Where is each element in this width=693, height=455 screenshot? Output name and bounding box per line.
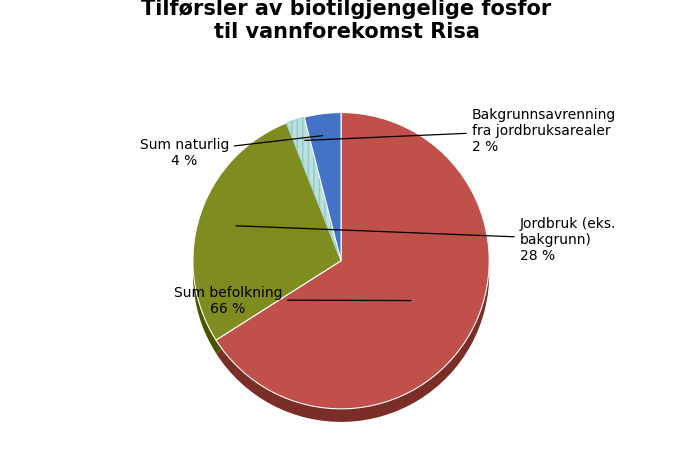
- Title: Tilførsler av biotilgjengelige fosfor
til vannforekomst Risa: Tilførsler av biotilgjengelige fosfor ti…: [141, 0, 552, 42]
- Text: Bakgrunnsavrenning
fra jordbruksarealer
2 %: Bakgrunnsavrenning fra jordbruksarealer …: [305, 107, 616, 154]
- Wedge shape: [193, 124, 341, 340]
- Wedge shape: [216, 126, 489, 422]
- Text: Sum befolkning
66 %: Sum befolkning 66 %: [173, 285, 411, 315]
- Wedge shape: [304, 113, 341, 261]
- Wedge shape: [304, 126, 341, 274]
- Text: Jordbruk (eks.
bakgrunn)
28 %: Jordbruk (eks. bakgrunn) 28 %: [236, 216, 616, 263]
- Text: Sum naturlig
4 %: Sum naturlig 4 %: [139, 136, 322, 167]
- Wedge shape: [193, 136, 341, 354]
- Wedge shape: [216, 113, 489, 409]
- Wedge shape: [286, 131, 341, 274]
- Wedge shape: [286, 118, 341, 261]
